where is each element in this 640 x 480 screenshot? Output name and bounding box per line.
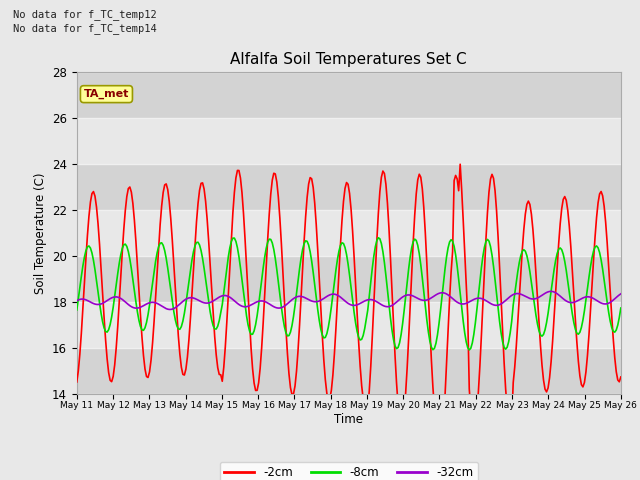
Text: No data for f_TC_temp14: No data for f_TC_temp14: [13, 23, 157, 34]
Text: No data for f_TC_temp12: No data for f_TC_temp12: [13, 9, 157, 20]
Title: Alfalfa Soil Temperatures Set C: Alfalfa Soil Temperatures Set C: [230, 52, 467, 67]
Y-axis label: Soil Temperature (C): Soil Temperature (C): [33, 172, 47, 294]
Bar: [77, 164, 621, 210]
Bar: [77, 118, 621, 164]
Bar: [77, 210, 621, 256]
Bar: [77, 256, 621, 302]
X-axis label: Time: Time: [334, 413, 364, 426]
Bar: [77, 72, 621, 118]
Text: TA_met: TA_met: [84, 89, 129, 99]
Bar: [77, 302, 621, 348]
Bar: [77, 348, 621, 394]
Legend: -2cm, -8cm, -32cm: -2cm, -8cm, -32cm: [220, 462, 478, 480]
